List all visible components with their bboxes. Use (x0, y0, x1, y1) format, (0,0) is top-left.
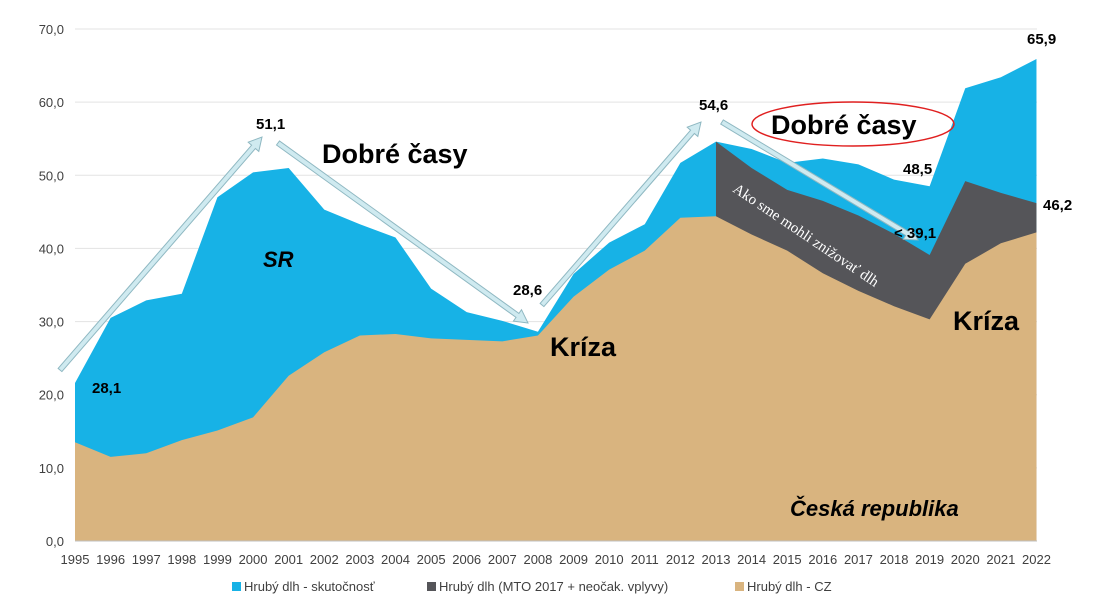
x-tick-label: 2017 (844, 552, 873, 567)
good-times-label-2: Dobré časy (771, 110, 917, 140)
x-tick-label: 2002 (310, 552, 339, 567)
x-tick-label: 2015 (773, 552, 802, 567)
label-2019-mto: < 39,1 (894, 225, 936, 242)
x-tick-label: 2000 (239, 552, 268, 567)
y-tick-label: 70,0 (39, 22, 64, 37)
crisis-label-2: Kríza (953, 306, 1020, 336)
x-tick-label: 1997 (132, 552, 161, 567)
label-2008: 28,6 (513, 282, 542, 299)
legend-swatch (232, 582, 241, 591)
x-tick-label: 1996 (96, 552, 125, 567)
x-tick-label: 2021 (986, 552, 1015, 567)
x-tick-label: 2020 (951, 552, 980, 567)
sr-label: SR (263, 247, 294, 272)
x-tick-label: 2003 (345, 552, 374, 567)
x-tick-label: 2011 (631, 552, 659, 567)
x-tick-label: 1995 (61, 552, 90, 567)
y-tick-label: 60,0 (39, 95, 64, 110)
legend-swatch (427, 582, 436, 591)
x-tick-label: 2010 (595, 552, 624, 567)
x-tick-label: 2018 (880, 552, 909, 567)
x-tick-label: 2013 (702, 552, 731, 567)
x-tick-label: 2005 (417, 552, 446, 567)
trend-arrow (720, 119, 919, 241)
legend-swatch (735, 582, 744, 591)
x-tick-label: 2007 (488, 552, 517, 567)
y-tick-label: 40,0 (39, 241, 64, 256)
x-tick-label: 1999 (203, 552, 232, 567)
label-2001: 51,1 (256, 116, 285, 133)
area-cz-debt (75, 216, 1037, 541)
x-tick-label: 2004 (381, 552, 410, 567)
area-series (75, 58, 1037, 541)
x-tick-label: 2008 (523, 552, 552, 567)
y-tick-label: 30,0 (39, 315, 64, 330)
highlight-ellipse (751, 101, 955, 147)
x-tick-label: 2022 (1022, 552, 1051, 567)
y-tick-label: 0,0 (46, 534, 64, 549)
crisis-label-1: Kríza (550, 332, 617, 362)
y-tick-label: 50,0 (39, 168, 64, 183)
good-times-label-1: Dobré časy (322, 139, 468, 169)
trend-arrow (539, 121, 702, 308)
trend-arrow (57, 136, 263, 373)
x-tick-label: 2014 (737, 552, 766, 567)
x-tick-label: 2006 (452, 552, 481, 567)
cz-label: Česká republika (790, 496, 959, 521)
x-tick-label: 2016 (808, 552, 837, 567)
x-tick-label: 2012 (666, 552, 695, 567)
y-tick-label: 20,0 (39, 388, 64, 403)
legend-label: Hrubý dlh (MTO 2017 + neočak. vplyvy) (439, 579, 668, 594)
label-1995: 28,1 (92, 380, 121, 397)
x-axis-ticks: 1995 1996 1997 1998 1999 2000 2001 2002 2003 2004… (61, 552, 1051, 567)
label-2013: 54,6 (699, 97, 728, 114)
trend-arrow (275, 140, 529, 324)
trend-arrows (57, 119, 919, 373)
label-2022-mto: 46,2 (1043, 197, 1072, 214)
x-tick-label: 2009 (559, 552, 588, 567)
x-tick-label: 1998 (167, 552, 196, 567)
x-tick-label: 2019 (915, 552, 944, 567)
y-tick-label: 10,0 (39, 461, 64, 476)
legend-label: Hrubý dlh - skutočnosť (244, 579, 375, 594)
x-tick-label: 2001 (274, 552, 303, 567)
y-axis-ticks: 0,0 10,0 20,0 30,0 40,0 50,0 60,0 70,0 (39, 22, 64, 549)
label-2022: 65,9 (1027, 31, 1056, 48)
label-2019: 48,5 (903, 161, 932, 178)
legend: Hrubý dlh - skutočnosť Hrubý dlh (MTO 201… (232, 579, 832, 594)
legend-label: Hrubý dlh - CZ (747, 579, 832, 594)
